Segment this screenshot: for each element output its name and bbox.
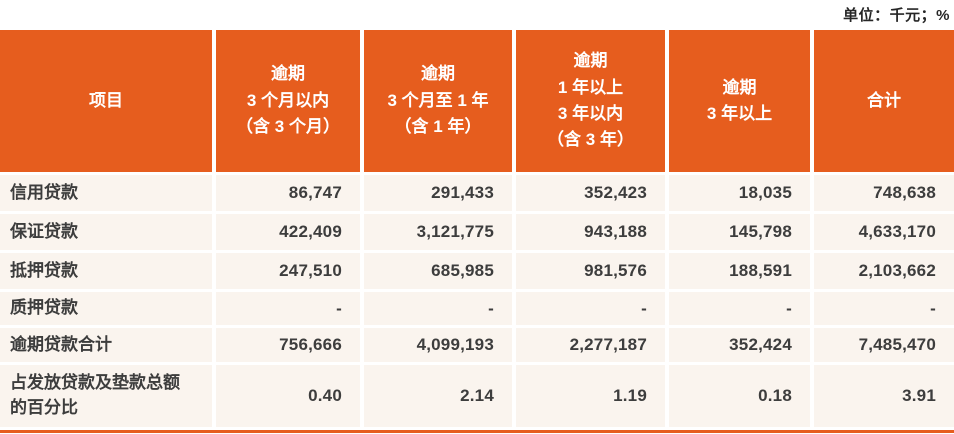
table-cell: 685,985: [364, 253, 512, 289]
table-cell: 18,035: [669, 175, 810, 211]
table-cell: 3,121,775: [364, 214, 512, 250]
table-cell: 247,510: [216, 253, 360, 289]
table-cell: 291,433: [364, 175, 512, 211]
table-cell: 7,485,470: [814, 328, 954, 362]
row-label-guaranteed-loans: 保证贷款: [0, 214, 212, 250]
col-header-total: 合计: [814, 30, 954, 172]
table-cell: -: [216, 292, 360, 325]
col-header-overdue-over-3y: 逾期 3 年以上: [669, 30, 810, 172]
table-cell: 4,099,193: [364, 328, 512, 362]
table-cell: 4,633,170: [814, 214, 954, 250]
table-cell: 0.18: [669, 365, 810, 427]
row-label-mortgage-loans: 抵押贷款: [0, 253, 212, 289]
col-header-overdue-1y-to-3y: 逾期 1 年以上 3 年以内 （含 3 年）: [516, 30, 665, 172]
table-cell: 145,798: [669, 214, 810, 250]
row-label-total-overdue-loans: 逾期贷款合计: [0, 328, 212, 362]
table-cell: 756,666: [216, 328, 360, 362]
col-header-item: 项目: [0, 30, 212, 172]
row-label-credit-loans: 信用贷款: [0, 175, 212, 211]
table-cell: 188,591: [669, 253, 810, 289]
table-cell: 943,188: [516, 214, 665, 250]
col-header-overdue-within-3m: 逾期 3 个月以内 （含 3 个月）: [216, 30, 360, 172]
table-cell: 2,103,662: [814, 253, 954, 289]
table-cell: 0.40: [216, 365, 360, 427]
row-label-percentage-of-total: 占发放贷款及垫款总额 的百分比: [0, 365, 212, 427]
table-cell: 2.14: [364, 365, 512, 427]
table-cell: 2,277,187: [516, 328, 665, 362]
table-cell: 1.19: [516, 365, 665, 427]
overdue-loans-table: 项目 逾期 3 个月以内 （含 3 个月） 逾期 3 个月至 1 年 （含 1 …: [0, 30, 954, 427]
table-cell: -: [669, 292, 810, 325]
table-bottom-rule: [0, 430, 954, 433]
table-cell: 422,409: [216, 214, 360, 250]
table-cell: -: [364, 292, 512, 325]
unit-note: 单位：千元；%: [843, 6, 950, 24]
table-cell: 3.91: [814, 365, 954, 427]
table-cell: 352,423: [516, 175, 665, 211]
table-cell: 981,576: [516, 253, 665, 289]
table-cell: 748,638: [814, 175, 954, 211]
table-cell: -: [814, 292, 954, 325]
row-label-pledged-loans: 质押贷款: [0, 292, 212, 325]
table-cell: 352,424: [669, 328, 810, 362]
col-header-overdue-3m-to-1y: 逾期 3 个月至 1 年 （含 1 年）: [364, 30, 512, 172]
table-cell: -: [516, 292, 665, 325]
table-cell: 86,747: [216, 175, 360, 211]
